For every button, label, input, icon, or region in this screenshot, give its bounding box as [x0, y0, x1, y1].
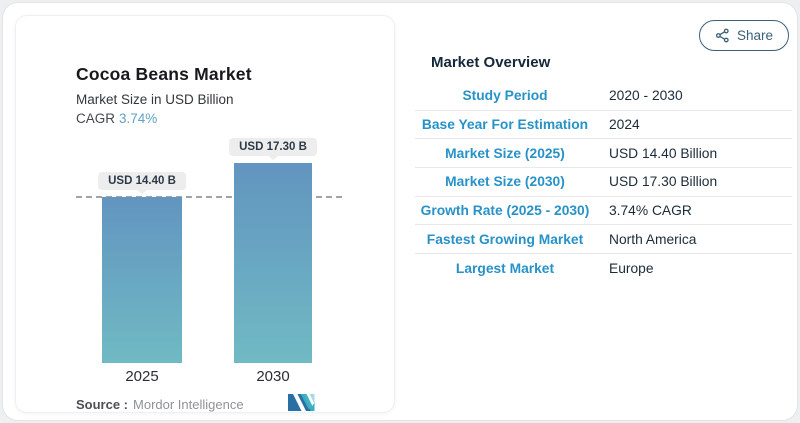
overview-row-label: Market Size (2030) — [445, 174, 565, 190]
overview-row-value: USD 17.30 Billion — [609, 174, 718, 190]
x-axis-label: 2030 — [256, 368, 290, 385]
overview-row-value: North America — [609, 231, 697, 247]
x-axis-label: 2025 — [125, 368, 159, 385]
overview-row-value: Europe — [609, 260, 654, 276]
overview-row-value: 2020 - 2030 — [609, 88, 683, 104]
bar-value-label: USD 17.30 B — [229, 138, 317, 156]
overview-row: Base Year For Estimation 2024 — [415, 111, 792, 140]
mordor-intelligence-logo-icon — [288, 394, 315, 411]
overview-row-label: Study Period — [462, 88, 548, 104]
overview-row: Study Period 2020 - 2030 — [415, 82, 792, 111]
overview-title: Market Overview — [431, 54, 551, 71]
overview-row: Market Size (2025) USD 14.40 Billion — [415, 139, 792, 169]
cagr-value: 3.74% — [119, 111, 158, 126]
share-icon — [715, 28, 729, 43]
overview-row-label: Largest Market — [455, 260, 555, 276]
source-line: Source : Mordor Intelligence — [76, 397, 244, 412]
overview-row-label: Growth Rate (2025 - 2030) — [420, 203, 590, 219]
overview-row: Largest Market Europe — [415, 254, 792, 283]
share-button-label: Share — [736, 28, 774, 43]
bar-2025 — [102, 196, 182, 363]
overview-table: Study Period 2020 - 2030 Base Year For Est… — [415, 82, 792, 283]
overview-row-value: USD 14.40 Billion — [609, 145, 718, 161]
market-size-chart-card: Cocoa Beans Market Market Size in USD Bi… — [15, 15, 395, 413]
overview-row-value: 2024 — [609, 117, 640, 133]
share-button[interactable]: Share — [699, 20, 789, 51]
bar-2030 — [234, 163, 312, 363]
chart-subtitle: Market Size in USD Billion — [76, 92, 234, 107]
overview-row-label: Market Size (2025) — [445, 145, 565, 161]
bar-value-label: USD 14.40 B — [98, 171, 186, 190]
overview-row: Growth Rate (2025 - 2030) 3.74% CAGR — [415, 197, 792, 226]
source-label: Source : — [76, 397, 129, 412]
source-value: Mordor Intelligence — [133, 397, 244, 412]
chart-title: Cocoa Beans Market — [76, 64, 252, 84]
cagr-line: CAGR 3.74% — [76, 111, 157, 126]
cagr-label: CAGR — [76, 111, 116, 126]
overview-row-label: Fastest Growing Market — [426, 231, 584, 247]
reference-dashed-line — [76, 195, 342, 198]
overview-row: Market Size (2030) USD 17.30 Billion — [415, 168, 792, 197]
overview-row-value: 3.74% CAGR — [609, 203, 692, 219]
overview-row-label: Base Year For Estimation — [421, 117, 589, 133]
overview-row: Fastest Growing Market North America — [415, 225, 792, 255]
